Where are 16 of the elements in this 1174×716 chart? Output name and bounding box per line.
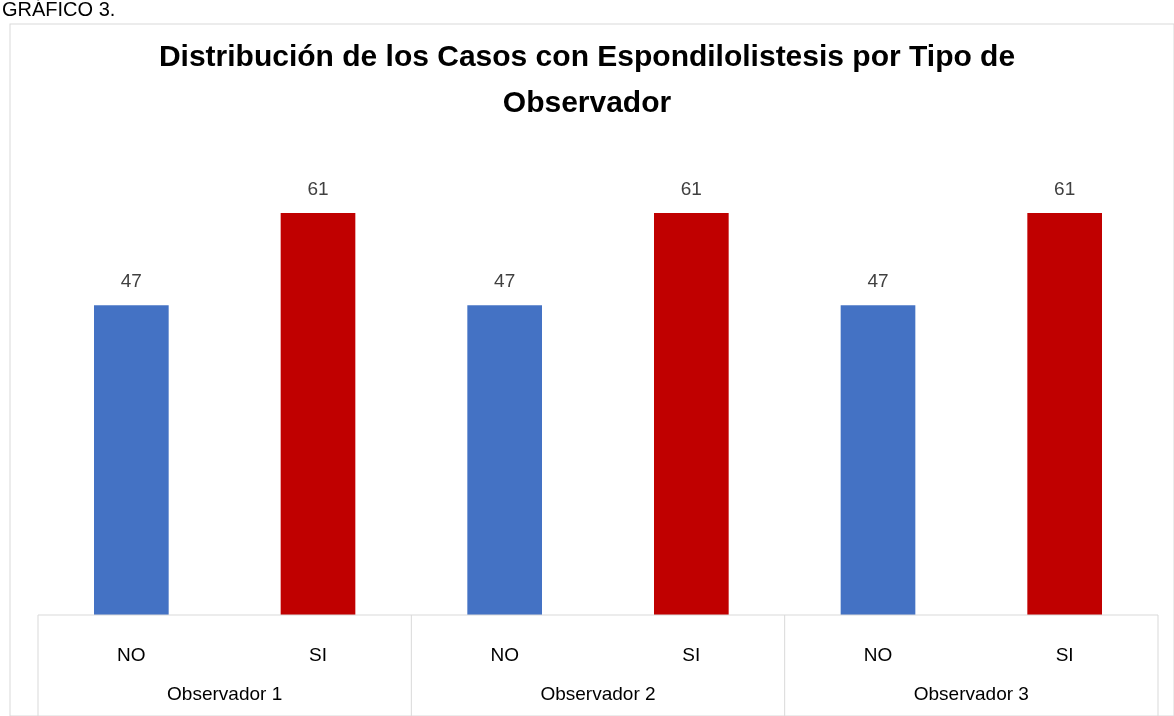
data-label: 47	[120, 270, 142, 292]
data-label: 47	[867, 270, 889, 292]
data-label: 61	[307, 178, 329, 199]
data-label: 61	[1054, 178, 1076, 199]
text: Observador 3	[913, 683, 1029, 704]
x-tick-label: NO	[117, 644, 146, 666]
x-tick-label: NO	[490, 644, 519, 666]
x-tick-label: SI	[1055, 644, 1074, 666]
x-tick-label: NO	[863, 644, 893, 666]
text: Observador 2	[540, 683, 656, 704]
text: Observador 1	[167, 683, 283, 704]
x-tick-label: SI	[682, 644, 701, 666]
data-label: 61	[680, 178, 702, 199]
x-tick-label: SI	[309, 644, 327, 666]
chart-title: Distribución de los Casos con Espondilolistesis por Tipo de Observador	[158, 39, 1016, 118]
data-label: 47	[494, 270, 516, 292]
